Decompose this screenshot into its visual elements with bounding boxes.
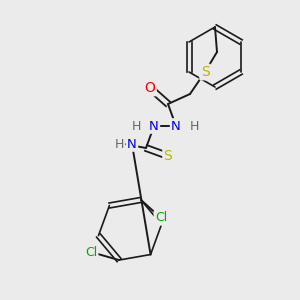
Text: S: S (164, 149, 172, 163)
Text: Cl: Cl (155, 212, 167, 224)
Text: N: N (149, 119, 159, 133)
Text: H: H (131, 119, 141, 133)
Text: H: H (115, 137, 124, 151)
Text: N: N (171, 119, 181, 133)
Text: Cl: Cl (85, 246, 97, 259)
Text: S: S (201, 65, 209, 79)
Text: H: H (189, 119, 199, 133)
Text: N: N (127, 137, 137, 151)
Text: O: O (145, 81, 155, 95)
